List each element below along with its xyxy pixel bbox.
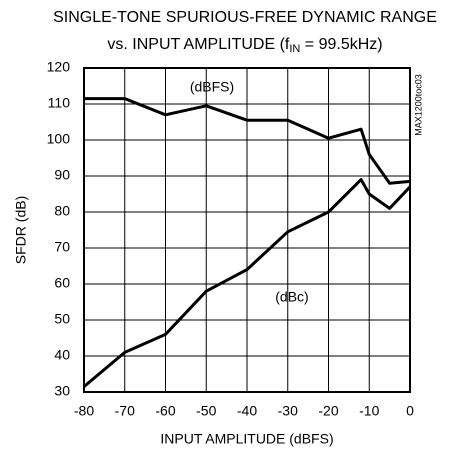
y-tick-label: 120: [47, 59, 71, 75]
x-tick-label: 0: [406, 403, 414, 419]
annotation: MAX1200toc03: [413, 74, 423, 136]
x-tick-label: -50: [196, 403, 216, 419]
chart-subtitle: vs. INPUT AMPLITUDE (fIN = 99.5kHz): [107, 36, 382, 55]
x-tick-label: -40: [237, 403, 257, 419]
x-tick-label: -80: [74, 403, 94, 419]
subtitle-part: vs. INPUT AMPLITUDE (f: [107, 36, 290, 53]
y-tick-label: 110: [48, 95, 71, 111]
x-tick-label: -70: [115, 403, 135, 419]
y-tick-label: 30: [54, 383, 70, 399]
annotation: (dBFS): [190, 79, 234, 95]
x-tick-label: -10: [359, 403, 379, 419]
x-tick-label: -60: [155, 403, 175, 419]
y-tick-label: 90: [54, 167, 70, 183]
subtitle-subscript: IN: [289, 43, 300, 55]
y-tick-label: 50: [54, 311, 70, 327]
subtitle-part: = 99.5kHz): [300, 36, 382, 53]
y-tick-label: 70: [54, 239, 70, 255]
y-axis-label: SFDR (dB): [13, 196, 29, 264]
y-tick-label: 80: [54, 203, 70, 219]
plot-frame: [83, 67, 411, 393]
chart-title: SINGLE-TONE SPURIOUS-FREE DYNAMIC RANGE: [53, 9, 437, 26]
data-line: [83, 178, 412, 388]
y-tick-label: 40: [54, 347, 70, 363]
x-tick-label: -30: [278, 403, 298, 419]
x-axis-label: INPUT AMPLITUDE (dBFS): [160, 431, 333, 447]
data-line: [84, 97, 411, 185]
y-tick-label: 60: [54, 275, 70, 291]
annotation: (dBc): [275, 289, 308, 305]
x-tick-label: -20: [318, 403, 338, 419]
y-tick-label: 100: [47, 131, 71, 147]
